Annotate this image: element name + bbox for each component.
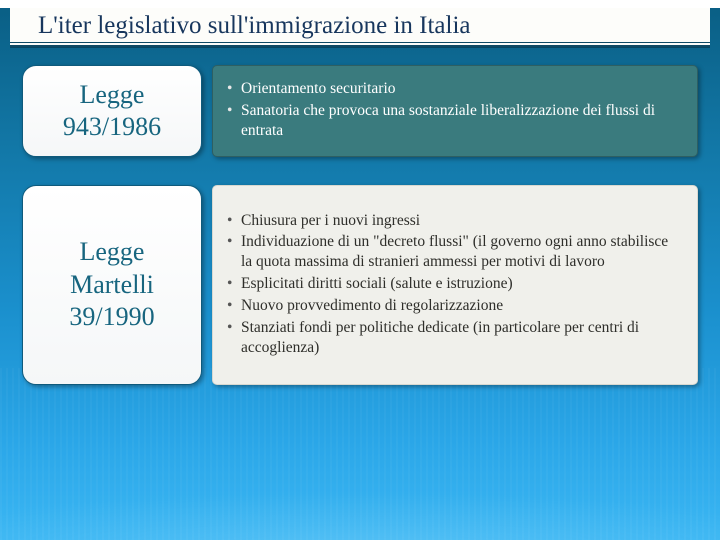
law-details-card-2: Chiusura per i nuovi ingressi Individuaz… xyxy=(212,185,698,385)
slide: L'iter legislativo sull'immigrazione in … xyxy=(0,8,720,540)
law-name-1-line-1: Legge xyxy=(80,80,145,109)
content-area: Legge 943/1986 Orientamento securitario … xyxy=(0,47,720,385)
law-name-1: Legge 943/1986 xyxy=(63,79,161,144)
law-name-2-line-2: Martelli xyxy=(70,270,154,299)
law-name-2-line-3: 39/1990 xyxy=(69,302,154,331)
law-name-2-line-1: Legge xyxy=(80,237,145,266)
law-row-1: Legge 943/1986 Orientamento securitario … xyxy=(22,65,698,157)
bullet-item: Nuovo provvedimento di regolarizzazione xyxy=(227,296,679,316)
law-card-1: Legge 943/1986 xyxy=(22,65,202,157)
bullet-item: Stanziati fondi per politiche dedicate (… xyxy=(227,318,679,358)
law-name-1-line-2: 943/1986 xyxy=(63,112,161,141)
law-bullets-1: Orientamento securitario Sanatoria che p… xyxy=(227,79,679,142)
law-row-2: Legge Martelli 39/1990 Chiusura per i nu… xyxy=(22,185,698,385)
bullet-item: Orientamento securitario xyxy=(227,79,679,99)
slide-title: L'iter legislativo sull'immigrazione in … xyxy=(38,12,700,40)
bullet-item: Individuazione di un "decreto flussi" (i… xyxy=(227,232,679,272)
law-name-2: Legge Martelli 39/1990 xyxy=(69,236,154,334)
law-bullets-2: Chiusura per i nuovi ingressi Individuaz… xyxy=(227,211,679,360)
bullet-item: Esplicitati diritti sociali (salute e is… xyxy=(227,274,679,294)
bullet-item: Chiusura per i nuovi ingressi xyxy=(227,211,679,231)
bullet-item: Sanatoria che provoca una sostanziale li… xyxy=(227,101,679,141)
law-card-2: Legge Martelli 39/1990 xyxy=(22,185,202,385)
title-container: L'iter legislativo sull'immigrazione in … xyxy=(10,8,710,47)
law-details-card-1: Orientamento securitario Sanatoria che p… xyxy=(212,65,698,157)
